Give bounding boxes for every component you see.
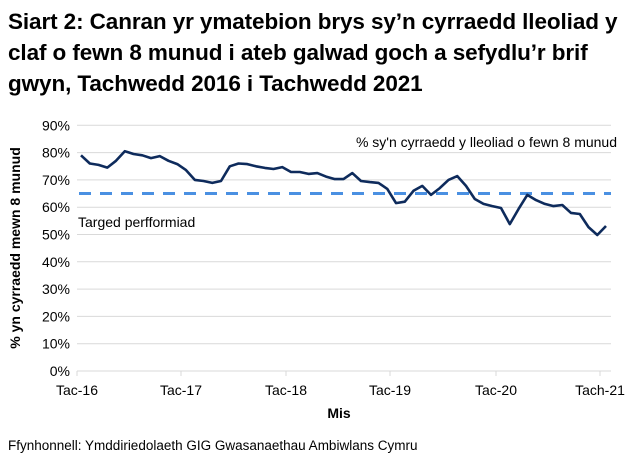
x-tick-label: Tac-20 (475, 382, 517, 398)
y-axis-ticks: 0% 10% 20% 30% 40% 50% 60% 70% 80% 90% (42, 117, 70, 379)
y-tick-label: 0% (50, 363, 70, 379)
y-tick-label: 30% (42, 281, 70, 297)
x-tick-label: Tac-16 (56, 382, 98, 398)
series-annotation: % sy'n cyrraedd y lleoliad o fewn 8 munu… (356, 134, 617, 150)
series-line (80, 149, 607, 237)
x-tick-label: Tac-17 (160, 382, 202, 398)
gridlines (77, 124, 611, 372)
y-tick-label: 90% (42, 117, 70, 133)
x-tick-label: Tac-18 (265, 382, 307, 398)
x-axis: Tac-16 Tac-17 Tac-18 Tac-19 Tac-20 Tach-21 (56, 371, 625, 398)
x-axis-title: Mis (327, 405, 351, 421)
y-axis-title: % yn cyrraedd mewn 8 munud (7, 147, 23, 349)
target-annotation: Targed perfformiad (78, 214, 195, 230)
y-tick-label: 20% (42, 308, 70, 324)
y-tick-label: 40% (42, 254, 70, 270)
y-tick-label: 70% (42, 172, 70, 188)
x-tick-label: Tach-21 (575, 382, 625, 398)
source-note: Ffynhonnell: Ymddiriedolaeth GIG Gwasana… (8, 438, 418, 453)
y-tick-label: 80% (42, 145, 70, 161)
y-tick-label: 50% (42, 227, 70, 243)
y-tick-label: 60% (42, 199, 70, 215)
chart-title: Siart 2: Canran yr ymatebion brys sy’n c… (8, 9, 618, 96)
x-tick-label: Tac-19 (369, 382, 411, 398)
y-tick-label: 10% (42, 336, 70, 352)
